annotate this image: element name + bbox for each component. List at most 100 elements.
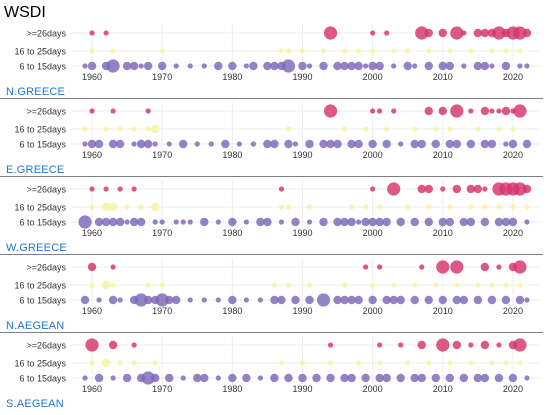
data-point-severe bbox=[438, 28, 447, 38]
data-point-moderate bbox=[454, 282, 460, 288]
data-point-severe bbox=[391, 108, 397, 114]
data-point-mild bbox=[215, 297, 221, 303]
data-point-mild bbox=[180, 375, 186, 381]
y-tick-label: 16 to 25days bbox=[14, 359, 66, 369]
data-point-moderate bbox=[447, 360, 453, 366]
data-point-mild bbox=[382, 295, 391, 305]
data-point-mild bbox=[494, 217, 504, 227]
data-point-mild bbox=[122, 373, 132, 383]
data-point-mild bbox=[403, 61, 412, 71]
chart-panel-n-aegean: >=26days 16 to 25days 6 to 15days 1960 1970 1… bbox=[14, 258, 541, 316]
data-point-mild bbox=[515, 295, 525, 305]
data-point-moderate bbox=[412, 282, 418, 288]
y-tick-label: 6 to 15days bbox=[19, 296, 66, 306]
data-point-moderate bbox=[370, 282, 376, 288]
data-point-mild bbox=[150, 373, 160, 383]
data-point-mild bbox=[424, 295, 433, 305]
data-point-severe bbox=[417, 340, 426, 350]
data-point-severe bbox=[377, 264, 383, 270]
data-point-mild bbox=[94, 139, 104, 149]
data-point-mild bbox=[524, 219, 530, 225]
data-point-severe bbox=[468, 108, 474, 114]
data-point-moderate bbox=[370, 48, 376, 54]
data-point-moderate bbox=[510, 204, 516, 210]
x-tick-label: 1960 bbox=[82, 72, 102, 82]
data-point-moderate bbox=[159, 282, 165, 288]
x-tick-label: 1960 bbox=[82, 150, 102, 160]
data-point-mild bbox=[270, 295, 279, 305]
data-point-severe bbox=[85, 338, 99, 352]
data-point-moderate bbox=[285, 48, 292, 54]
data-point-severe bbox=[522, 28, 532, 38]
data-point-mild bbox=[179, 139, 188, 149]
x-tick-label: 1960 bbox=[82, 384, 102, 394]
data-point-severe bbox=[363, 264, 369, 270]
data-point-mild bbox=[236, 141, 242, 147]
data-point-moderate bbox=[496, 204, 502, 210]
data-point-mild bbox=[187, 63, 193, 69]
data-point-mild bbox=[356, 219, 362, 225]
data-point-moderate bbox=[517, 48, 523, 54]
data-point-mild bbox=[173, 63, 179, 69]
data-point-mild bbox=[115, 139, 125, 149]
data-point-mild bbox=[306, 63, 313, 69]
data-point-mild bbox=[354, 61, 363, 71]
x-tick-label: 1990 bbox=[292, 384, 312, 394]
data-point-mild bbox=[417, 139, 426, 149]
y-tick-label: 16 to 25days bbox=[14, 281, 66, 291]
data-point-severe bbox=[384, 30, 390, 36]
data-point-moderate bbox=[447, 204, 453, 210]
data-point-mild bbox=[487, 295, 497, 305]
y-tick-label: 6 to 15days bbox=[19, 218, 66, 228]
data-point-severe bbox=[370, 186, 376, 192]
data-point-moderate bbox=[101, 202, 111, 212]
data-point-severe bbox=[89, 186, 95, 192]
data-point-mild bbox=[122, 61, 132, 71]
data-point-mild bbox=[459, 295, 469, 305]
data-point-moderate bbox=[447, 126, 453, 132]
y-tick-label: 6 to 15days bbox=[19, 62, 66, 72]
data-point-mild bbox=[508, 139, 518, 149]
data-point-mild bbox=[431, 373, 440, 383]
x-tick-label: 1970 bbox=[152, 150, 172, 160]
data-point-moderate bbox=[89, 204, 95, 210]
data-point-mild bbox=[340, 61, 349, 71]
data-point-mild bbox=[316, 293, 331, 307]
data-point-moderate bbox=[89, 282, 95, 288]
x-tick-label: 1970 bbox=[152, 72, 172, 82]
data-point-mild bbox=[157, 61, 167, 71]
data-point-mild bbox=[221, 139, 230, 149]
y-tick-label: >=26days bbox=[26, 29, 66, 39]
data-point-moderate bbox=[426, 360, 432, 366]
data-point-severe bbox=[424, 28, 433, 38]
data-point-mild bbox=[201, 297, 207, 303]
data-point-mild bbox=[228, 61, 237, 71]
data-point-mild bbox=[391, 63, 397, 69]
data-point-mild bbox=[152, 219, 158, 225]
data-point-severe bbox=[513, 260, 527, 274]
data-point-moderate bbox=[103, 126, 109, 132]
data-point-moderate bbox=[405, 360, 411, 366]
data-point-mild bbox=[256, 217, 265, 227]
data-point-mild bbox=[305, 139, 314, 149]
data-point-severe bbox=[278, 186, 285, 192]
data-point-mild bbox=[489, 63, 495, 69]
data-point-mild bbox=[78, 215, 92, 229]
data-point-severe bbox=[370, 108, 376, 114]
data-point-severe bbox=[415, 26, 429, 40]
x-tick-label: 2000 bbox=[363, 228, 383, 238]
y-tick-label: >=26days bbox=[26, 341, 66, 351]
data-point-mild bbox=[503, 141, 509, 147]
data-point-mild bbox=[131, 141, 137, 147]
data-point-mild bbox=[152, 141, 158, 147]
data-point-moderate bbox=[117, 126, 123, 132]
data-point-mild bbox=[522, 139, 532, 149]
data-point-severe bbox=[450, 260, 464, 274]
y-tick-label: >=26days bbox=[26, 263, 66, 273]
data-point-mild bbox=[354, 295, 363, 305]
data-point-severe bbox=[131, 342, 137, 348]
data-point-mild bbox=[389, 295, 398, 305]
x-tick-label: 2010 bbox=[433, 72, 453, 82]
data-point-mild bbox=[106, 59, 120, 73]
chart-panel-e-greece: >=26days 16 to 25days 6 to 15days 1960 1970 1… bbox=[14, 102, 541, 160]
